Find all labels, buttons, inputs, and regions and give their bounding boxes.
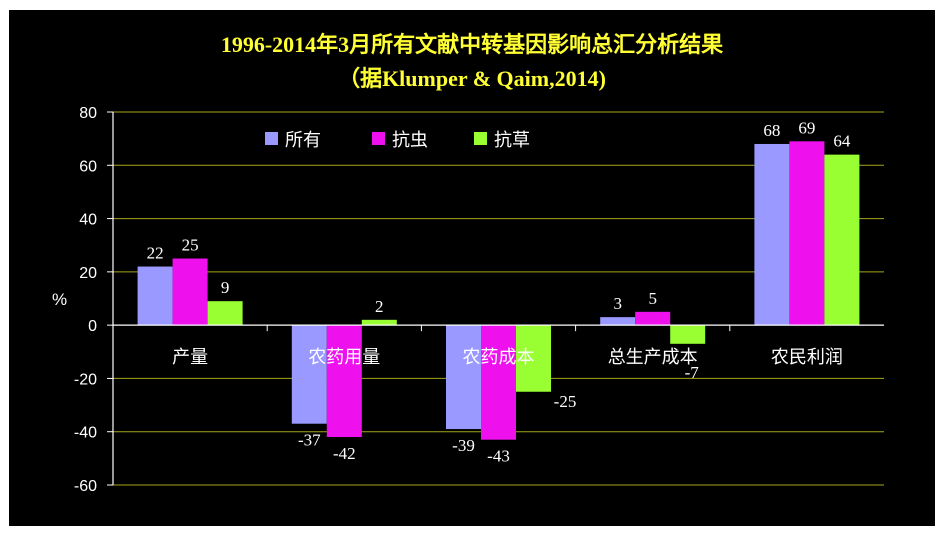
legend-label: 所有 [285, 130, 321, 151]
y-tick-label: 0 [88, 318, 97, 335]
chart-title: 1996-2014年3月所有文献中转基因影响总汇分析结果 [220, 32, 724, 57]
legend: 所有 抗虫 抗草 [265, 130, 530, 151]
data-label: -42 [333, 444, 356, 463]
y-tick-label: 20 [79, 265, 97, 282]
category-label: 农药用量 [308, 347, 380, 368]
category-label: 农药成本 [463, 347, 535, 368]
bar [670, 325, 706, 344]
bar [446, 325, 481, 430]
data-label: -43 [487, 447, 510, 466]
bar [172, 258, 208, 326]
axes [107, 111, 884, 486]
data-label: -39 [452, 436, 475, 455]
bar [361, 319, 397, 326]
category-labels: 产量 农药用量 农药成本 总生产成本 农民利润 [172, 347, 843, 368]
data-label: -7 [685, 363, 700, 382]
legend-label: 抗虫 [392, 130, 428, 151]
bar [207, 301, 243, 326]
bar [481, 325, 516, 440]
bar [824, 154, 860, 326]
bar [635, 311, 671, 326]
bar [754, 143, 790, 326]
y-tick-label: -40 [74, 425, 97, 442]
bar [137, 266, 173, 326]
y-tick-label: -20 [74, 371, 97, 388]
legend-swatch [474, 132, 487, 145]
data-label: 68 [763, 121, 780, 140]
bar [516, 325, 551, 392]
chart-subtitle: （据Klumper & Qaim,2014) [338, 66, 606, 91]
y-tick-label: 80 [79, 105, 97, 122]
y-axis-ticks: 80 60 40 20 0 -20 -40 -60 [74, 105, 97, 495]
category-label: 总生产成本 [608, 347, 698, 368]
legend-swatch [372, 132, 385, 145]
bar [600, 317, 636, 326]
data-label: 25 [182, 236, 199, 255]
y-tick-label: 40 [79, 212, 97, 229]
bar [326, 325, 362, 438]
bars [137, 141, 860, 440]
data-label: 3 [613, 294, 622, 313]
bar [789, 141, 825, 326]
data-label: 69 [798, 118, 815, 137]
data-label: -37 [298, 431, 321, 450]
legend-swatch [265, 132, 278, 145]
data-label: 2 [375, 297, 384, 316]
y-axis-label: % [52, 290, 67, 309]
data-label: 22 [147, 244, 164, 263]
bar [291, 325, 327, 424]
y-tick-label: -60 [74, 478, 97, 495]
legend-label: 抗草 [494, 130, 530, 151]
data-labels: 22 25 9 -37 -42 2 -39 -43 -25 3 5 -7 68 69 64 [147, 118, 851, 465]
category-label: 产量 [172, 347, 208, 368]
data-label: 5 [648, 289, 657, 308]
category-label: 农民利润 [771, 347, 843, 368]
data-label: -25 [554, 392, 577, 411]
data-label: 64 [833, 132, 851, 151]
data-label: 9 [221, 278, 230, 297]
y-tick-label: 60 [79, 158, 97, 175]
